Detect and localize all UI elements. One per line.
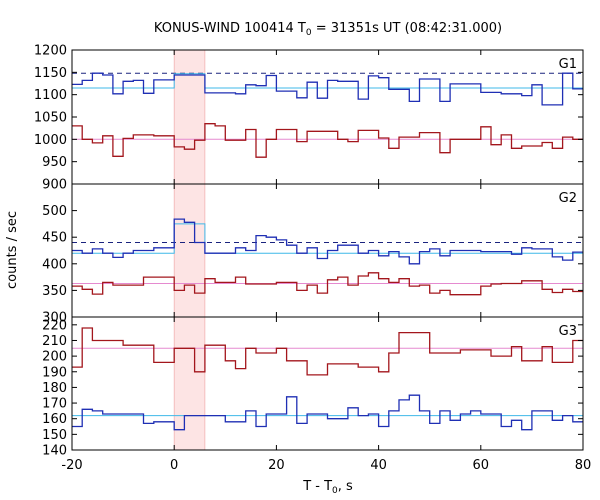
series-raw bbox=[72, 72, 583, 106]
burst-interval-shading bbox=[174, 50, 205, 184]
burst-interval-shading bbox=[174, 184, 205, 317]
y-tick-label: 190 bbox=[42, 365, 67, 380]
series-raw bbox=[72, 218, 583, 265]
y-tick-label: 180 bbox=[42, 381, 67, 396]
panel-g1: 900 950 1000 1050 1100 1150 1200 G1 bbox=[34, 44, 584, 193]
panel-frame bbox=[71, 316, 584, 451]
y-tick-label: 950 bbox=[42, 155, 67, 170]
y-tick-label: 1200 bbox=[34, 44, 67, 59]
y-tick-label: 1050 bbox=[34, 111, 67, 126]
panel-g2: 300 350 400 450 500 G2 bbox=[42, 183, 584, 326]
y-tick-label: 450 bbox=[42, 231, 67, 246]
burst-interval-shading bbox=[174, 317, 205, 450]
panel-label: G2 bbox=[559, 191, 577, 206]
x-tick-label: 60 bbox=[473, 458, 490, 473]
y-tick-label: 350 bbox=[42, 284, 67, 299]
y-tick-label: 500 bbox=[42, 204, 67, 219]
panel-frame bbox=[71, 49, 584, 185]
series-second-channel bbox=[72, 272, 583, 296]
y-tick-label: 1150 bbox=[34, 66, 67, 81]
series-second-channel bbox=[72, 327, 583, 376]
series-second-channel bbox=[72, 123, 583, 158]
y-tick-label: 400 bbox=[42, 257, 67, 272]
series-background-level bbox=[72, 223, 583, 254]
y-tick-label: 200 bbox=[42, 350, 67, 365]
x-tick-label: 80 bbox=[575, 458, 592, 473]
x-tick-label: 20 bbox=[268, 458, 285, 473]
y-tick-label: 300 bbox=[42, 311, 67, 326]
panel-label: G1 bbox=[559, 57, 577, 72]
y-tick-label: 210 bbox=[42, 334, 67, 349]
y-tick-label: 150 bbox=[42, 428, 67, 443]
panel-label: G3 bbox=[559, 324, 577, 339]
y-tick-label: 1000 bbox=[34, 133, 67, 148]
x-tick-label: -20 bbox=[61, 458, 82, 473]
x-axis-label: T - T0, s bbox=[302, 479, 353, 496]
y-tick-label: 170 bbox=[42, 397, 67, 412]
x-tick-label: 0 bbox=[170, 458, 178, 473]
y-tick-label: 160 bbox=[42, 412, 67, 427]
y-tick-label: 900 bbox=[42, 178, 67, 193]
y-axis-label: counts / sec bbox=[5, 211, 20, 289]
y-tick-label: 220 bbox=[42, 318, 67, 333]
chart-title: KONUS-WIND 100414 T0 = 31351s UT (08:42:… bbox=[154, 21, 502, 38]
series-raw bbox=[72, 394, 583, 431]
x-tick-label: 40 bbox=[370, 458, 387, 473]
y-tick-label: 140 bbox=[42, 444, 67, 459]
y-tick-label: 1100 bbox=[34, 88, 67, 103]
